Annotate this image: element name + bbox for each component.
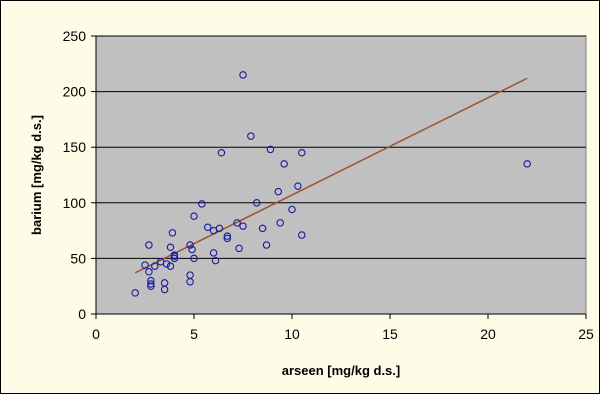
- data-point: [298, 149, 306, 157]
- data-point: [188, 245, 196, 254]
- data-point: [523, 160, 531, 168]
- data-point: [145, 267, 153, 276]
- data-point: [147, 282, 155, 290]
- x-axis-title: arseen [mg/kg d.s.]: [282, 363, 400, 378]
- data-point: [190, 212, 198, 220]
- y-tick-label: 200: [63, 84, 87, 100]
- data-point: [170, 254, 179, 263]
- data-point: [288, 205, 296, 214]
- data-point: [209, 249, 218, 257]
- x-tick-label: 5: [190, 326, 198, 342]
- y-tick-label: 100: [63, 195, 87, 211]
- y-tick-label: 50: [70, 250, 86, 266]
- data-point: [239, 71, 247, 79]
- data-point: [141, 261, 149, 269]
- data-point: [252, 199, 261, 207]
- data-points: [131, 71, 531, 297]
- data-point: [294, 182, 302, 190]
- data-point: [298, 231, 306, 239]
- data-point: [198, 200, 206, 208]
- data-point: [190, 254, 198, 263]
- axes: [91, 35, 587, 319]
- data-point: [258, 224, 267, 233]
- data-point: [166, 243, 175, 252]
- data-point: [247, 132, 255, 140]
- data-point: [280, 160, 288, 168]
- data-point: [151, 262, 159, 270]
- plot-area: [95, 35, 587, 315]
- data-point: [170, 251, 179, 259]
- x-tick-label: 15: [382, 326, 398, 342]
- data-point: [186, 278, 194, 286]
- y-tick-label: 250: [63, 28, 87, 44]
- data-point: [239, 222, 247, 230]
- data-point: [147, 280, 155, 288]
- data-point: [131, 289, 139, 297]
- data-point: [276, 219, 284, 227]
- x-tick-label: 20: [480, 326, 496, 342]
- data-point: [160, 279, 169, 287]
- gridlines: [96, 35, 586, 259]
- y-axis-title: barium [mg/kg d.s.]: [29, 115, 44, 235]
- y-tick-label: 0: [78, 306, 86, 322]
- trendline: [134, 77, 528, 274]
- data-point: [145, 241, 153, 249]
- data-point: [217, 149, 226, 157]
- x-tick-label: 0: [92, 326, 100, 342]
- data-point: [166, 262, 175, 270]
- data-point: [168, 229, 177, 237]
- data-point: [266, 145, 275, 154]
- data-point: [147, 276, 155, 285]
- data-point: [211, 256, 220, 265]
- data-point: [262, 241, 271, 249]
- data-point: [186, 241, 194, 249]
- x-tick-label: 25: [578, 326, 594, 342]
- y-tick-label: 150: [63, 139, 87, 155]
- x-tick-label: 10: [284, 326, 300, 342]
- data-point: [203, 223, 212, 232]
- data-point: [235, 244, 243, 253]
- data-point: [162, 260, 171, 268]
- data-point: [274, 187, 283, 196]
- data-point: [223, 234, 232, 243]
- data-point: [223, 232, 232, 240]
- data-point: [215, 224, 224, 233]
- data-point: [233, 219, 241, 227]
